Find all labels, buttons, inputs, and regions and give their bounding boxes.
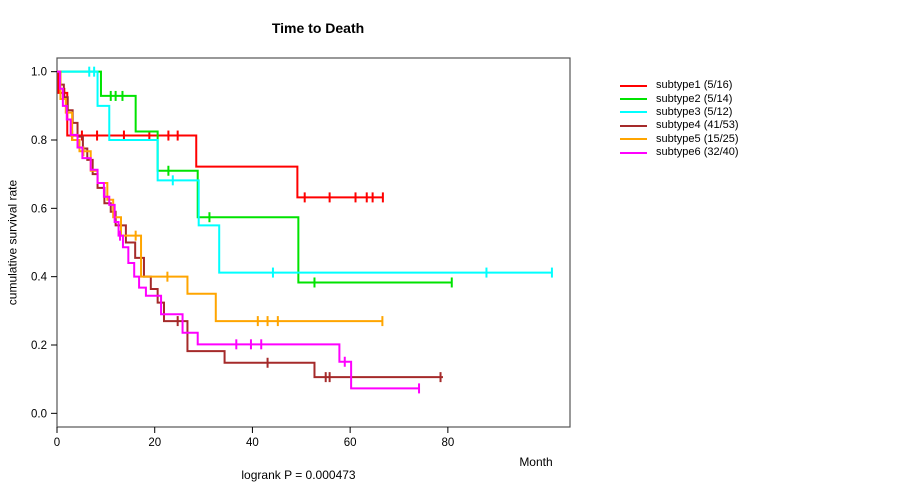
legend-line-subtype2 [620,98,647,101]
x-tick-label: 80 [441,437,454,449]
x-tick-label: 20 [148,437,161,449]
km-curve-subtype3 [57,70,552,274]
legend-item-subtype6: subtype6 (32/40) [620,146,739,159]
legend-label: subtype1 (5/16) [656,79,733,92]
legend-label: subtype2 (5/14) [656,92,733,105]
legend-line-subtype1 [620,84,647,87]
legend-label: subtype5 (15/25) [656,132,739,145]
y-tick-label: 0.6 [31,203,47,215]
legend-line-subtype5 [620,138,647,141]
km-curve-subtype6 [57,70,420,390]
y-axis-label: cumulative survival rate [5,179,20,306]
censor-ticks-subtype2 [109,90,453,288]
y-tick-label: 0.4 [31,272,48,284]
legend-item-subtype1: subtype1 (5/16) [620,79,739,92]
logrank-annotation: logrank P = 0.000473 [241,468,356,482]
y-tick-label: 0.0 [31,408,47,420]
censor-ticks-subtype6 [119,230,421,394]
y-tick-label: 1.0 [31,67,47,79]
legend-item-subtype5: subtype5 (15/25) [620,133,739,146]
km-curve-subtype1 [57,70,383,199]
x-tick-label: 40 [246,437,259,449]
km-curve-subtype4 [57,70,443,379]
censor-ticks-subtype3 [88,66,553,278]
legend-line-subtype3 [620,111,647,114]
y-tick-label: 0.8 [31,135,47,147]
legend-line-subtype6 [620,151,647,154]
legend: subtype1 (5/16) subtype2 (5/14) subtype3 (… [620,79,739,159]
chart-title: Time to Death [271,20,365,36]
plot-border [56,57,571,428]
legend-item-subtype3: subtype3 (5/12) [620,106,739,119]
km-curve-subtype2 [57,70,452,284]
x-axis-label: Month [519,455,553,469]
legend-label: subtype6 (32/40) [656,146,739,159]
legend-item-subtype2: subtype2 (5/14) [620,92,739,105]
legend-line-subtype4 [620,124,647,127]
censor-ticks-subtype1 [63,87,384,203]
x-tick-label: 0 [54,437,60,449]
x-tick-label: 60 [344,437,357,449]
legend-item-subtype4: subtype4 (41/53) [620,119,739,132]
censor-ticks-subtype4 [176,316,442,383]
legend-label: subtype4 (41/53) [656,119,739,132]
legend-label: subtype3 (5/12) [656,105,733,118]
y-tick-label: 0.2 [31,340,47,352]
